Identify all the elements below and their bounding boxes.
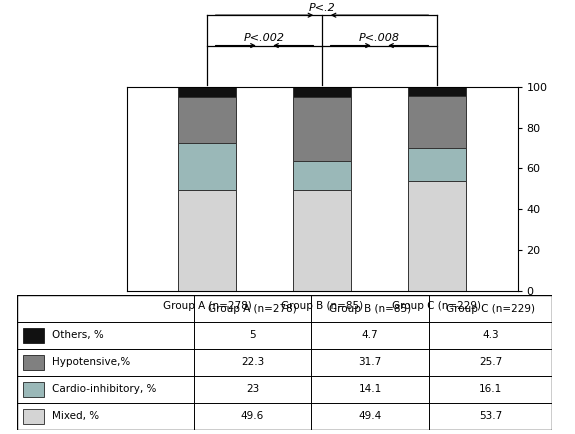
- Bar: [408, 96, 466, 148]
- Bar: [293, 87, 351, 97]
- Text: P<.008: P<.008: [359, 33, 400, 43]
- Bar: [22, 409, 44, 424]
- Bar: [293, 190, 351, 291]
- Text: 23: 23: [246, 384, 259, 395]
- Bar: [178, 143, 236, 190]
- Text: 25.7: 25.7: [479, 357, 502, 368]
- Bar: [408, 148, 466, 181]
- Text: 16.1: 16.1: [479, 384, 502, 395]
- Text: 22.3: 22.3: [241, 357, 264, 368]
- Bar: [22, 328, 44, 343]
- Bar: [408, 87, 466, 96]
- Text: Group B (n=85): Group B (n=85): [329, 303, 411, 314]
- Text: 5: 5: [249, 330, 256, 341]
- Bar: [293, 97, 351, 161]
- Text: 4.7: 4.7: [362, 330, 378, 341]
- Text: 4.3: 4.3: [482, 330, 499, 341]
- Text: P<.002: P<.002: [244, 33, 285, 43]
- Bar: [178, 97, 236, 143]
- Text: 49.6: 49.6: [241, 411, 264, 421]
- Text: Group A (n=278): Group A (n=278): [208, 303, 297, 314]
- Bar: [408, 181, 466, 291]
- Text: 49.4: 49.4: [359, 411, 382, 421]
- Bar: [178, 190, 236, 291]
- Bar: [22, 382, 44, 397]
- Text: 53.7: 53.7: [479, 411, 502, 421]
- Bar: [22, 355, 44, 370]
- Bar: [178, 87, 236, 97]
- Text: Cardio-inhibitory, %: Cardio-inhibitory, %: [52, 384, 156, 395]
- Text: Mixed, %: Mixed, %: [52, 411, 99, 421]
- Text: Hypotensive,%: Hypotensive,%: [52, 357, 131, 368]
- Text: Others, %: Others, %: [52, 330, 104, 341]
- Text: 31.7: 31.7: [359, 357, 382, 368]
- Text: Group C (n=229): Group C (n=229): [446, 303, 535, 314]
- Bar: [293, 161, 351, 190]
- Text: P<.2: P<.2: [309, 3, 335, 13]
- Text: 14.1: 14.1: [359, 384, 382, 395]
